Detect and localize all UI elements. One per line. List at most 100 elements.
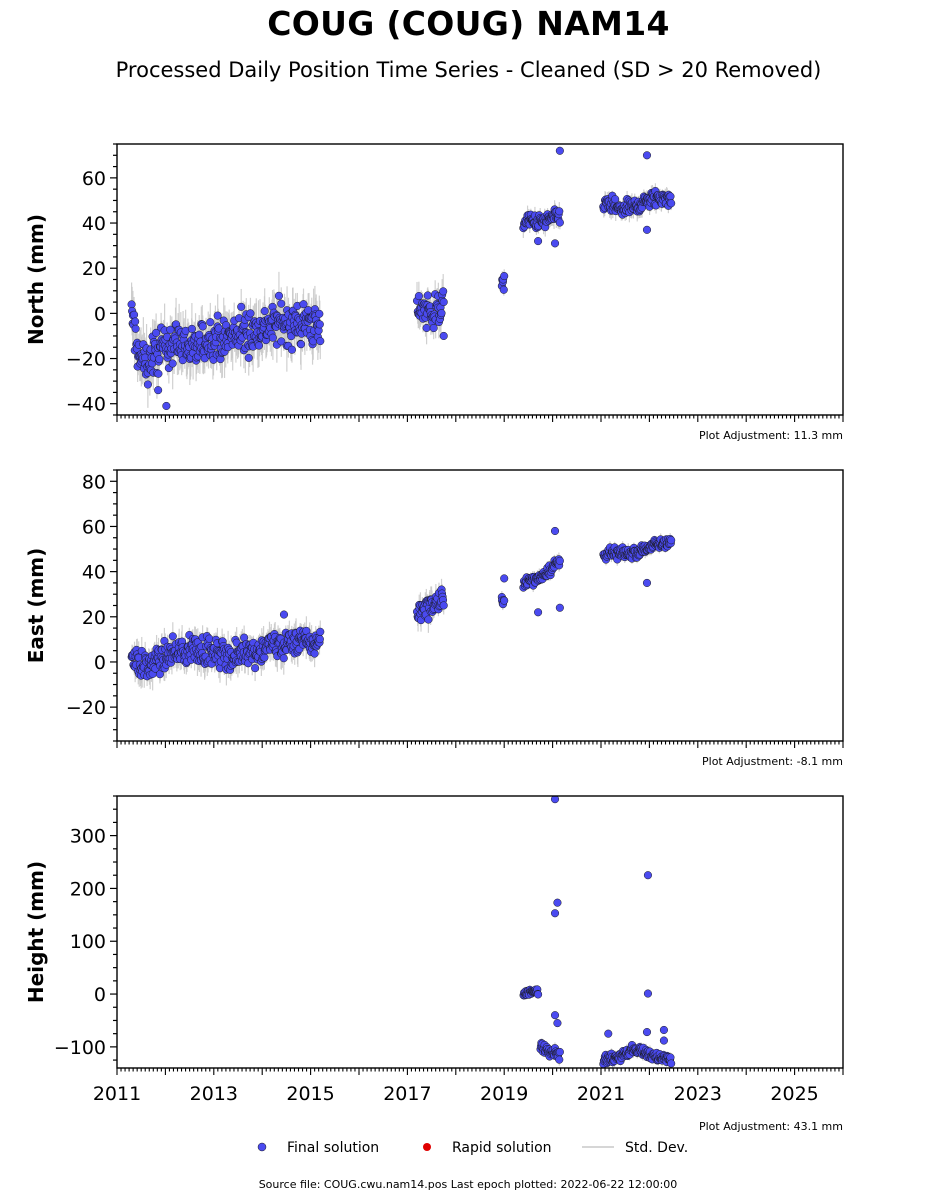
final-solution-point — [155, 355, 164, 364]
x-tick-label: 2011 — [93, 1083, 141, 1105]
final-solution-point — [315, 320, 324, 329]
y-tick-label: 100 — [70, 931, 106, 953]
final-solution-point — [555, 207, 564, 216]
final-solution-point — [422, 323, 431, 333]
final-solution-point — [553, 1019, 562, 1028]
axes-frame — [116, 143, 844, 416]
final-solution-point — [195, 330, 204, 339]
y-axis-label: North (mm) — [24, 214, 48, 345]
final-solution-point — [310, 649, 319, 658]
final-solution-point — [439, 287, 448, 296]
source-line: Source file: COUG.cwu.nam14.pos Last epo… — [259, 1178, 678, 1191]
final-solution-point — [555, 603, 564, 612]
final-solution-point — [287, 345, 297, 354]
final-solution-point — [550, 796, 560, 804]
final-solution-point — [279, 610, 289, 619]
data-layer — [127, 146, 676, 411]
final-solution-point — [131, 324, 140, 333]
final-solution-point — [667, 1059, 676, 1068]
panel-height: −100 0 100 200 300 2011 2013 2015 2017 2019 2021 20… — [24, 795, 844, 1133]
final-solution-point — [244, 353, 253, 362]
final-solution-point — [162, 401, 171, 411]
final-solution-point — [315, 635, 324, 644]
panel-east: −20 0 20 40 60 80 East (mm) Plot Adjustment: -8… — [24, 469, 844, 768]
chart-subtitle: Processed Daily Position Time Series - C… — [115, 58, 822, 82]
data-layer — [127, 526, 676, 691]
final-solution-point — [659, 1025, 668, 1035]
final-solution-point — [643, 989, 652, 998]
final-solution-point — [423, 291, 432, 300]
final-solution-point — [439, 331, 448, 341]
final-solution-point — [604, 1029, 613, 1038]
final-solution-point — [499, 285, 508, 294]
y-tick-label: −20 — [66, 349, 106, 371]
final-solution-point — [667, 536, 676, 545]
y-tick-label: 300 — [70, 826, 106, 848]
y-tick-label: 0 — [94, 652, 106, 674]
final-solution-point — [659, 1036, 668, 1045]
final-solution-point — [555, 1047, 564, 1057]
final-solution-point — [500, 596, 509, 605]
y-axis-label: East (mm) — [24, 548, 48, 664]
y-tick-label: −20 — [66, 697, 106, 719]
final-solution-point — [187, 324, 196, 333]
final-solution-point — [237, 302, 246, 311]
final-solution-point — [316, 627, 325, 636]
y-tick-label: 200 — [70, 878, 106, 900]
final-solution-point — [168, 632, 177, 641]
final-solution-point — [143, 380, 152, 389]
final-solution-point — [555, 556, 564, 565]
final-solution-point — [246, 309, 255, 318]
legend-final-swatch — [257, 1142, 267, 1152]
final-solution-point — [642, 1028, 652, 1037]
final-solution-point — [550, 909, 560, 918]
final-solution-point — [642, 578, 652, 587]
final-solution-point — [131, 317, 140, 326]
final-solution-point — [642, 225, 652, 234]
plot-adjustment-note: Plot Adjustment: 11.3 mm — [699, 429, 843, 442]
final-solution-point — [666, 192, 675, 201]
y-tick-label: 20 — [82, 258, 106, 280]
final-solution-point — [198, 322, 207, 331]
final-solution-point — [127, 300, 136, 309]
axes-frame — [116, 469, 844, 742]
final-solution-point — [429, 323, 438, 333]
final-solution-point — [611, 195, 620, 204]
final-solution-point — [437, 309, 446, 318]
final-solution-point — [154, 386, 163, 395]
chart-title: COUG (COUG) NAM14 — [267, 4, 670, 43]
legend-label: Rapid solution — [452, 1140, 552, 1156]
final-solution-point — [555, 218, 564, 227]
final-solution-point — [534, 608, 543, 617]
final-solution-point — [414, 292, 423, 301]
final-solution-point — [550, 239, 560, 248]
y-tick-label: −40 — [66, 394, 106, 416]
final-solution-point — [534, 237, 543, 246]
final-solution-point — [277, 337, 286, 346]
final-solution-point — [129, 310, 139, 319]
x-tick-label: 2015 — [286, 1083, 334, 1105]
final-solution-point — [260, 307, 269, 316]
final-solution-point — [205, 634, 214, 643]
final-solution-point — [667, 199, 676, 208]
final-solution-point — [268, 333, 277, 342]
final-solution-point — [500, 272, 509, 281]
final-solution-point — [439, 601, 448, 610]
plot-adjustment-note: Plot Adjustment: 43.1 mm — [699, 1120, 843, 1133]
final-solution-point — [254, 341, 264, 350]
legend-label: Std. Dev. — [625, 1140, 688, 1156]
final-solution-point — [296, 340, 306, 349]
x-tick-label: 2019 — [480, 1083, 528, 1105]
y-axis-label: Height (mm) — [24, 861, 48, 1003]
y-tick-label: −100 — [54, 1037, 106, 1059]
y-tick-label: 60 — [82, 168, 106, 190]
legend-label: Final solution — [287, 1140, 379, 1156]
final-solution-point — [299, 300, 308, 309]
x-tick-label: 2021 — [577, 1083, 625, 1105]
final-solution-point — [251, 664, 260, 673]
legend-rapid-swatch — [423, 1143, 431, 1151]
final-solution-point — [277, 299, 286, 308]
final-solution-point — [274, 291, 283, 300]
final-solution-point — [260, 653, 269, 662]
